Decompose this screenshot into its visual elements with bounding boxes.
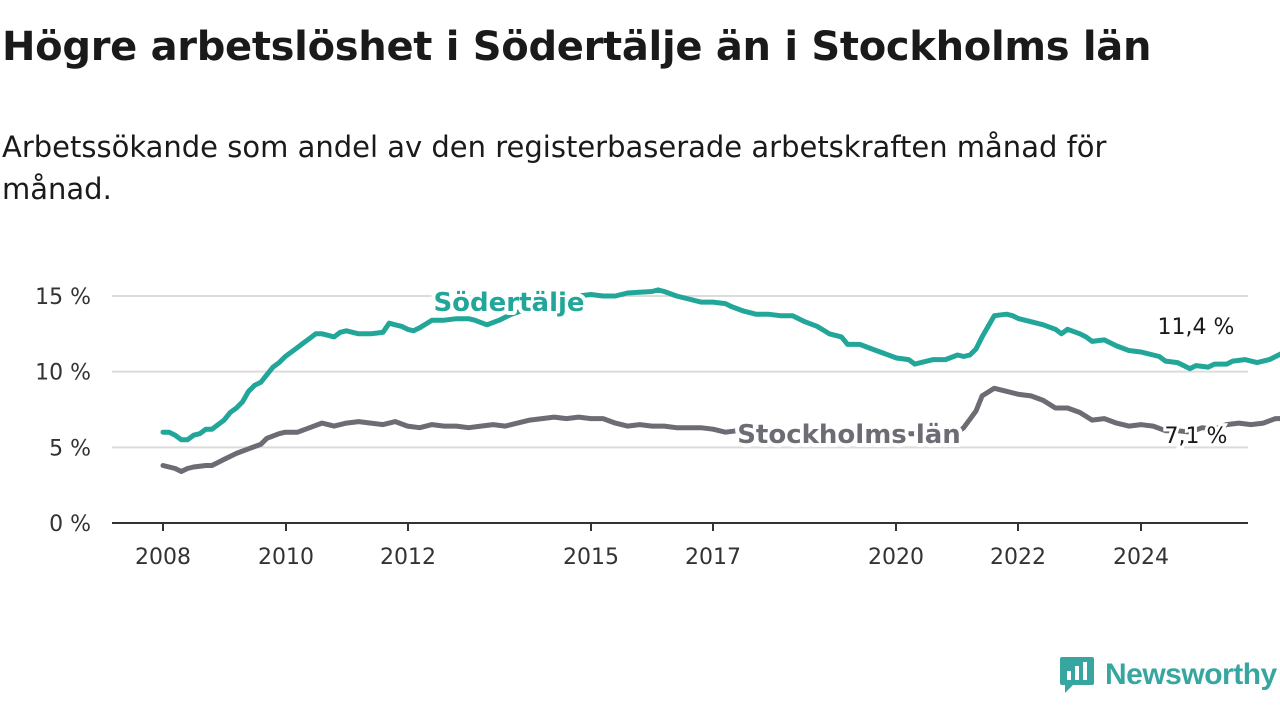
y-tick-label: 10 %: [35, 361, 91, 386]
x-tick-label: 2010: [258, 545, 314, 570]
x-tick-label: 2020: [868, 545, 924, 570]
y-tick-label: 0 %: [49, 512, 91, 537]
series-line-sodertalje: [160, 287, 1280, 443]
end-value-label-sodertalje: 11,4 %: [1158, 315, 1235, 340]
line-chart: 0 % 5 % 10 % 15 % 2008 2010 2012 2015 2017 2020 20…: [35, 284, 1280, 570]
chart-subtitle: Arbetssökande som andel av den registerb…: [2, 130, 1107, 206]
end-value-label-stockholms-lan: 7,1 %: [1165, 424, 1228, 449]
x-tick-label: 2008: [135, 545, 191, 570]
series-label-sodertalje: Södertälje: [433, 288, 584, 318]
x-tick-label: 2024: [1113, 545, 1169, 570]
x-tick-label: 2012: [380, 545, 436, 570]
x-tick-label: 2022: [990, 545, 1046, 570]
y-tick-label: 5 %: [49, 436, 91, 461]
series-labels: Södertälje Stockholms län 11,4 % 7,1 %: [429, 284, 1237, 454]
x-tick-label: 2017: [685, 545, 741, 570]
axes: 0 % 5 % 10 % 15 % 2008 2010 2012 2015 2017 2020 20…: [35, 285, 1248, 570]
newsworthy-brand[interactable]: Newsworthy: [1059, 654, 1277, 696]
series-line-stockholms-lan: [160, 385, 1280, 474]
x-tick-label: 2015: [563, 545, 619, 570]
chart-title: Högre arbetslöshet i Södertälje än i Sto…: [2, 24, 1152, 70]
newsworthy-logo-icon: [1060, 657, 1094, 693]
brand-name: Newsworthy: [1105, 658, 1277, 691]
y-tick-label: 15 %: [35, 285, 91, 310]
series-lines: [160, 287, 1280, 474]
series-label-stockholms-lan: Stockholms län: [737, 420, 961, 450]
gridlines: [112, 295, 1248, 449]
